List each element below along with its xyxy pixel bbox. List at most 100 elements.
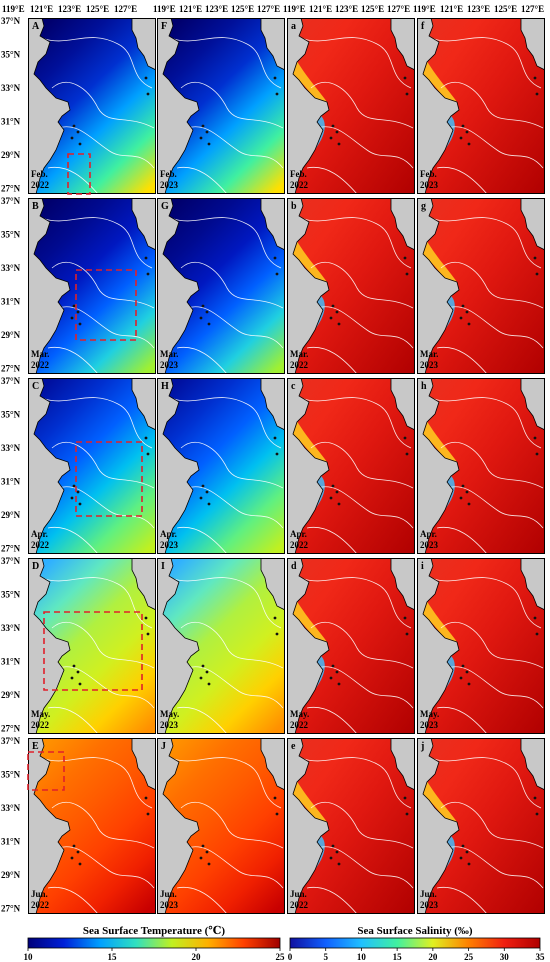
lon-tick-label: 127°E [521,4,544,14]
land-mass [390,18,415,71]
contour-line [51,82,155,129]
island [467,862,471,866]
panel-letter: i [421,561,424,572]
panel-year: 2022 [31,720,50,730]
island [207,142,211,146]
panel-year: 2023 [420,360,439,370]
island [78,322,82,326]
contour-line [440,82,544,129]
contour-line [436,166,488,194]
island [533,436,537,440]
map-panel-i: i May.2023 [417,558,545,734]
panel-month: May. [31,709,50,719]
colorbar-tick-label: 0 [288,952,293,962]
island [199,496,203,500]
panel-letter: B [32,201,39,212]
colorbar-tick-label: 25 [464,952,474,962]
contour-line [430,37,542,89]
contour-line [176,346,228,374]
map-panel-C: C Apr.2022 [28,378,156,554]
land-mass [390,198,415,251]
panel-frame [287,558,415,734]
contour-line [176,886,228,914]
land-mass [287,198,330,374]
lat-tick-label: 29°N [1,330,21,340]
contour-line [300,37,412,89]
map-panel-b: b Mar.2022 [287,198,415,374]
contour-line [440,262,544,309]
panel-letter: g [421,201,426,212]
contour-line [47,526,99,554]
contour-line [170,577,282,629]
lat-tick-label: 35°N [1,50,21,60]
panel-letter: G [161,201,169,212]
panel-letter: h [421,381,427,392]
lat-tick-label: 37°N [1,16,21,26]
lat-tick-label: 27°N [1,364,21,374]
island [273,76,277,80]
colorbar-tick-label: 20 [428,952,438,962]
contour-line [306,526,358,554]
panel-year: 2023 [420,720,439,730]
contour-line [316,486,414,529]
island [461,844,465,848]
contour-line [430,397,542,449]
contour-line [51,622,155,669]
island [144,436,148,440]
lon-tick-label: 125°E [86,4,109,14]
island [144,616,148,620]
map-panel-j: j Jun.2023 [417,738,545,914]
contour-line [316,306,414,349]
panel-frame [287,738,415,914]
land-mass [28,198,71,374]
island [535,452,539,456]
panel-month: Mar. [31,349,49,359]
land-mass [390,558,415,611]
map-panel-e: e Jun.2022 [287,738,415,914]
colorbar-title: Sea Surface Temperature (℃) [83,925,226,937]
contour-line [306,346,358,374]
colorbar-tick-label: 35 [536,952,546,962]
contour-line [430,217,542,269]
land-mass [520,18,545,71]
panel-frame [157,198,285,374]
panel-year: 2022 [290,720,309,730]
island [331,664,335,668]
lat-tick-label: 33°N [1,263,21,273]
map-panel-E: E Jun.2022 [27,738,156,914]
panel-month: Mar. [290,349,308,359]
panel-month: May. [420,709,439,719]
panel-year: 2022 [290,540,309,550]
colorbar-tick-label: 25 [276,952,286,962]
panel-year: 2022 [290,360,309,370]
land-mass [287,18,330,194]
island [72,124,76,128]
island [335,310,339,314]
island [205,490,209,494]
island [335,130,339,134]
contour-line [300,577,412,629]
contour-line [180,262,284,309]
contour-line [57,846,155,889]
panel-letter: j [420,741,424,752]
island [275,632,279,636]
island [207,862,211,866]
land-mass [417,198,460,374]
panel-year: 2022 [31,900,50,910]
contour-line [186,666,284,709]
island [329,316,333,320]
panel-month: May. [290,709,309,719]
island [533,796,537,800]
panel-letter: H [161,381,169,392]
contour-line [41,217,153,269]
contour-line [446,306,544,349]
panel-month: Apr. [160,529,177,539]
lat-tick-label: 31°N [1,837,21,847]
contour-line [41,397,153,449]
land-mass [157,198,200,374]
panel-frame [157,378,285,554]
island [465,130,469,134]
island [76,850,80,854]
panel-letter: C [32,381,39,392]
island [459,136,463,140]
